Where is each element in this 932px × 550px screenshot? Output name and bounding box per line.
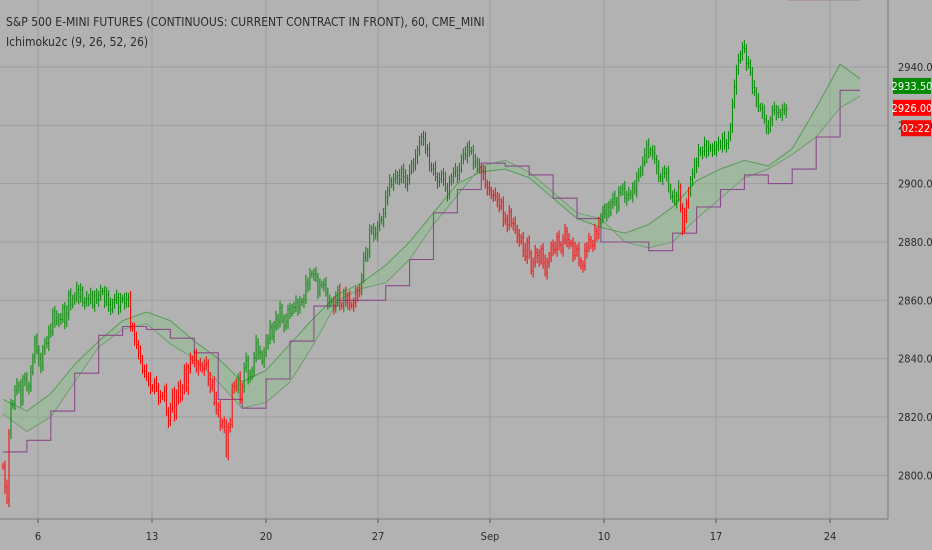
price-tag-box [901,120,931,137]
x-tick-label: 6 [35,530,41,543]
x-tick-label: 27 [372,530,385,543]
x-tick-label: 20 [260,530,273,543]
y-tick-label: 2820.00 [898,411,932,424]
time-axis-background [0,519,888,550]
y-tick-label: 2900.00 [898,178,932,191]
price-tag-label: 2926.00 [892,102,932,115]
x-tick-label: 10 [598,530,611,543]
price-tag-box [893,77,931,94]
price-candles [2,0,860,508]
y-tick-label: 2880.00 [898,236,932,249]
y-tick-label: 2840.00 [898,353,932,366]
y-tick-label: 2800.00 [898,469,932,482]
x-tick-label: 13 [146,530,159,543]
price-tag-box [893,99,931,116]
base-line [3,89,860,453]
y-tick-label: 2940.00 [898,61,932,74]
time-axis-ticks: 6 13 20 27 Sep 10 17 24 [35,519,836,543]
indicator-label[interactable]: Ichimoku2c (9, 26, 52, 26) [6,35,148,49]
grid-lines [0,0,888,519]
x-tick-label: 24 [824,530,837,543]
price-tag-label: 02:22 [902,122,931,135]
chart-title: S&P 500 E-MINI FUTURES (CONTINUOUS: CURR… [6,15,485,29]
price-tags: 2933.50 2926.00 02:22 [892,77,932,137]
x-tick-label: Sep [481,530,500,543]
x-tick-label: 17 [710,530,723,543]
y-tick-label: 2860.00 [898,294,932,307]
price-tag-label: 2933.50 [892,80,932,93]
